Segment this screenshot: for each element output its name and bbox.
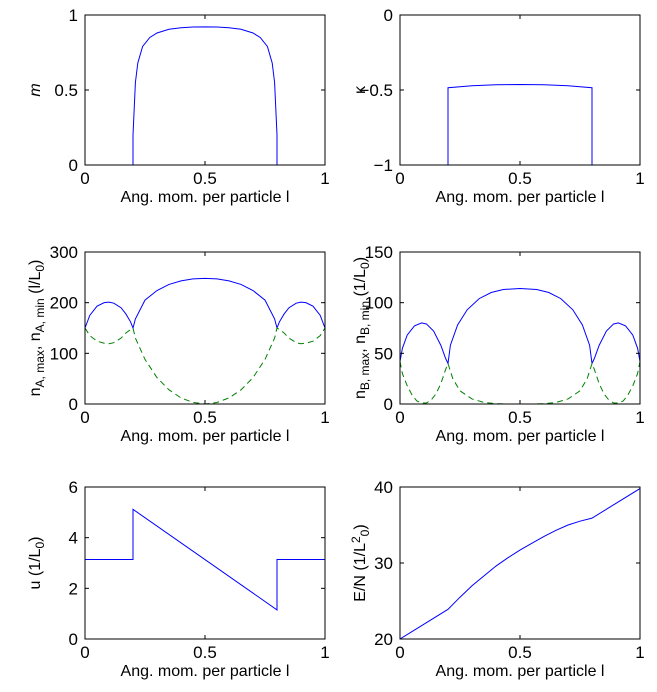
y-tick-label: 0 (384, 6, 393, 25)
y-axis-label: κ (352, 85, 369, 94)
x-axis-label: Ang. mom. per particle l (436, 189, 605, 206)
series-line-1 (85, 508, 325, 611)
y-axis-label: E/N (1/L20) (349, 524, 372, 601)
series-line-1 (399, 488, 641, 640)
series-line-1 (85, 26, 325, 166)
x-tick-label: 0 (80, 643, 89, 662)
y-tick-label: 0 (69, 395, 78, 414)
y-tick-label: 100 (365, 294, 393, 313)
y-tick-label: 0 (69, 630, 78, 649)
y-tick-label: 0 (69, 156, 78, 175)
x-tick-label: 1 (320, 643, 329, 662)
x-tick-label: 0 (395, 408, 404, 427)
subplot-6: 0 0.5 1 20 30 40 Ang. mom. per particle l E/N (… (349, 478, 645, 680)
subplot-3: 0 0.5 1 0 100 200 300 Ang. mom. per particle l n… (27, 243, 330, 445)
y-tick-label: 0.5 (54, 81, 78, 100)
x-tick-label: 0 (80, 408, 89, 427)
y-tick-label: 100 (50, 344, 78, 363)
x-tick-label: 1 (635, 643, 644, 662)
series-line-2 (399, 361, 641, 405)
x-tick-label: 0 (80, 169, 89, 188)
x-axis-label: Ang. mom. per particle l (121, 663, 290, 680)
x-tick-label: 0 (395, 169, 404, 188)
y-tick-label: 30 (374, 554, 393, 573)
x-tick-label: 0.5 (508, 643, 532, 662)
y-tick-label: 200 (50, 294, 78, 313)
series-line-2 (84, 327, 326, 405)
y-tick-label: −0.5 (359, 81, 393, 100)
y-axis-label: nB, max, nB, min (1/L0) (352, 257, 372, 399)
y-tick-label: 2 (69, 579, 78, 598)
axes-frame (399, 251, 641, 405)
subplot-2: 0 0.5 1 −1 −0.5 0 Ang. mom. per particle l κ (352, 6, 645, 206)
subplot-4: 0 0.5 1 0 50 100 150 Ang. mom. per particle l nB… (352, 243, 645, 445)
axes-frame (399, 14, 641, 166)
subplot-5: 0 0.5 1 0 2 4 6 Ang. mom. per particle l u (1/L0… (27, 478, 330, 680)
y-tick-label: 50 (374, 344, 393, 363)
y-tick-label: 0 (384, 395, 393, 414)
x-tick-label: 0.5 (193, 643, 217, 662)
x-axis-label: Ang. mom. per particle l (121, 189, 290, 206)
x-tick-label: 1 (635, 169, 644, 188)
y-axis-label: u (1/L0) (27, 537, 47, 590)
y-tick-label: 300 (50, 243, 78, 262)
axes-frame (84, 14, 326, 166)
series-line-1 (400, 83, 640, 166)
y-tick-label: 150 (365, 243, 393, 262)
y-tick-label: 20 (374, 630, 393, 649)
x-axis-label: Ang. mom. per particle l (436, 663, 605, 680)
x-tick-label: 0.5 (508, 408, 532, 427)
x-tick-label: 0.5 (193, 408, 217, 427)
x-tick-label: 0 (395, 643, 404, 662)
x-tick-label: 1 (320, 169, 329, 188)
x-axis-label: Ang. mom. per particle l (121, 428, 290, 445)
series-line-1 (399, 287, 641, 366)
y-tick-label: 1 (69, 6, 78, 25)
y-tick-label: −1 (374, 156, 393, 175)
x-tick-label: 0.5 (193, 169, 217, 188)
y-tick-label: 6 (69, 478, 78, 497)
axes-frame (84, 486, 326, 640)
series-line-1 (84, 277, 326, 330)
subplot-1: 0 0.5 1 0 0.5 1 Ang. mom. per particle l m (27, 6, 330, 206)
x-tick-label: 1 (635, 408, 644, 427)
y-tick-label: 4 (69, 529, 78, 548)
y-axis-label: m (27, 83, 44, 96)
y-tick-label: 40 (374, 478, 393, 497)
x-tick-label: 0.5 (508, 169, 532, 188)
y-axis-label: nA, max, nA, min (l/L0) (27, 260, 47, 397)
axes-frame (84, 251, 326, 405)
x-axis-label: Ang. mom. per particle l (436, 428, 605, 445)
x-tick-label: 1 (320, 408, 329, 427)
